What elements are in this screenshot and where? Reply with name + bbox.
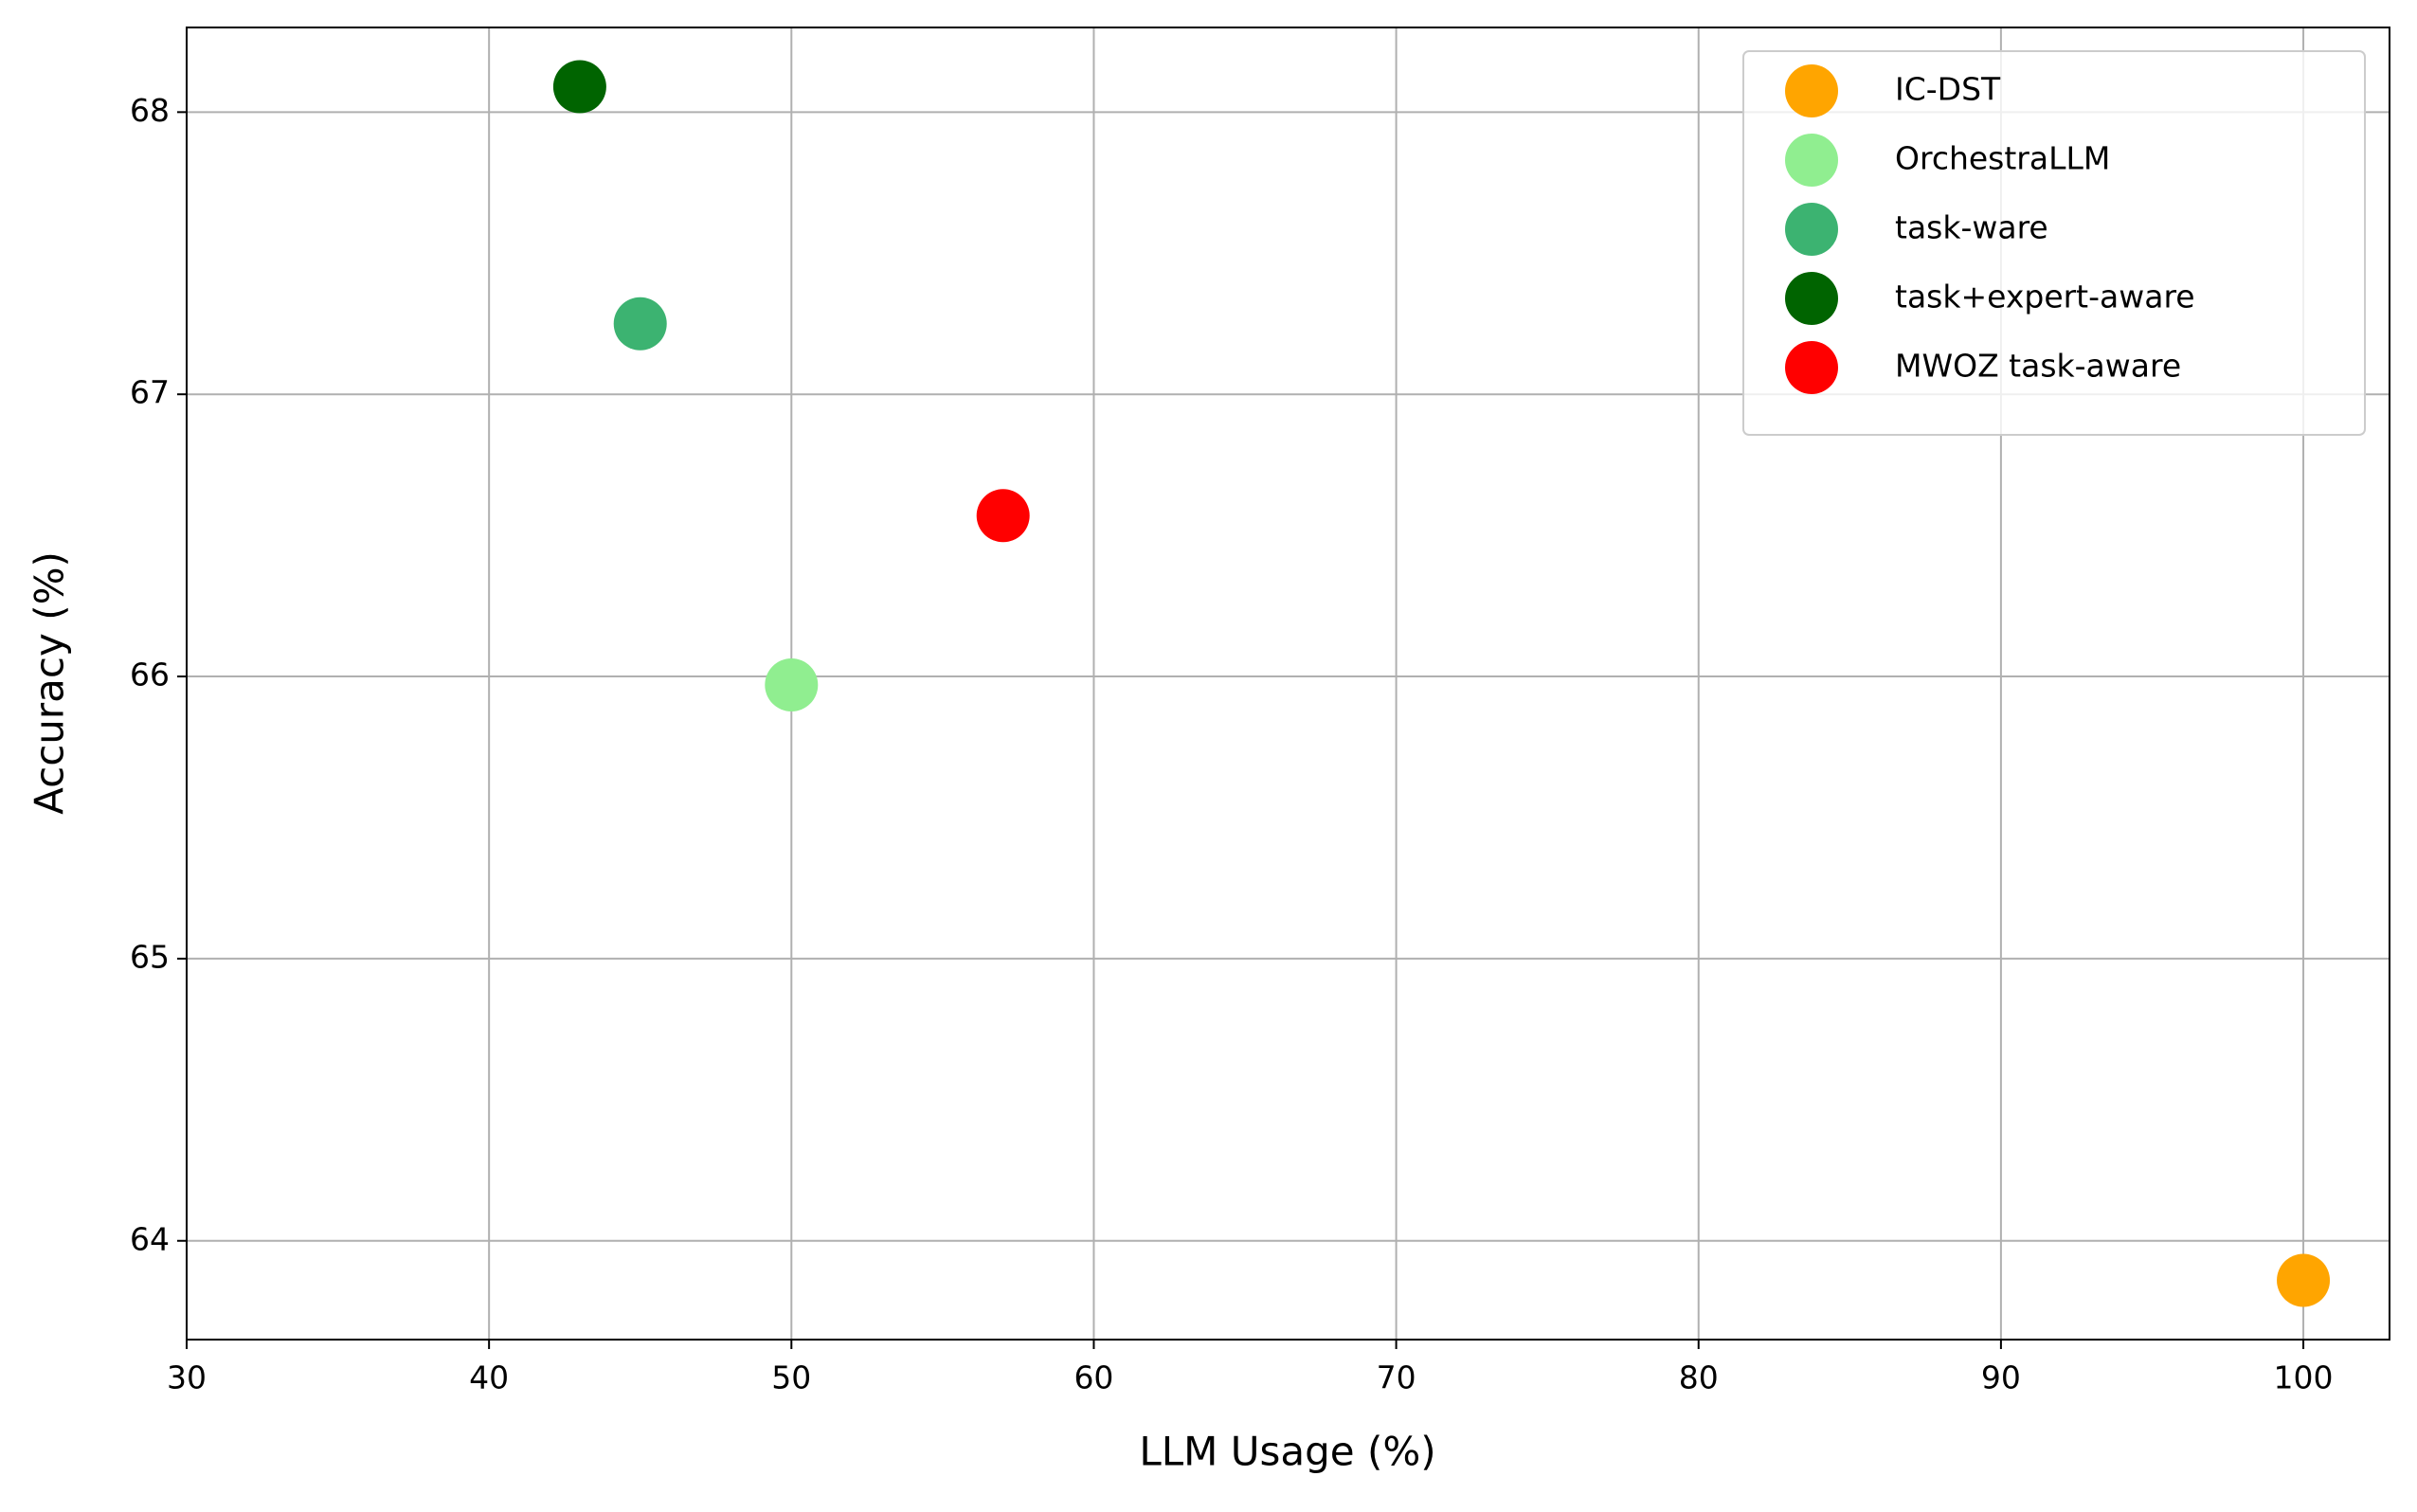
- y-tick-label: 68: [130, 92, 170, 129]
- x-tick-label: 30: [167, 1359, 207, 1396]
- x-tick-label: 100: [2274, 1359, 2334, 1396]
- x-tick-label: 70: [1377, 1359, 1416, 1396]
- legend-label: task-ware: [1895, 209, 2048, 246]
- x-tick-label: 40: [469, 1359, 509, 1396]
- point: [613, 297, 667, 351]
- legend-marker: [1785, 272, 1838, 325]
- legend-marker: [1785, 341, 1838, 394]
- x-tick-label: 60: [1073, 1359, 1113, 1396]
- point: [765, 657, 819, 711]
- legend-label: MWOZ task-aware: [1895, 348, 2181, 385]
- y-tick-label: 64: [130, 1220, 170, 1257]
- legend-label: IC-DST: [1895, 71, 2001, 108]
- x-axis-label: LLM Usage (%): [1139, 1429, 1435, 1475]
- plot-frame: [186, 27, 2390, 1341]
- point: [2277, 1253, 2331, 1307]
- point: [976, 489, 1030, 543]
- legend-box: [1742, 50, 2366, 436]
- legend-label: OrchestraLLM: [1895, 140, 2110, 177]
- y-tick-label: 67: [130, 374, 170, 411]
- point: [552, 60, 606, 114]
- x-tick-label: 80: [1679, 1359, 1719, 1396]
- x-tick-label: 50: [771, 1359, 811, 1396]
- y-axis-label: Accuracy (%): [27, 551, 73, 815]
- x-tick-label: 90: [1981, 1359, 2021, 1396]
- legend-marker: [1785, 134, 1838, 187]
- legend-label: task+expert-aware: [1895, 279, 2195, 315]
- y-tick-label: 65: [130, 938, 170, 975]
- legend-marker: [1785, 64, 1838, 117]
- legend-marker: [1785, 203, 1838, 256]
- y-tick-label: 66: [130, 657, 170, 693]
